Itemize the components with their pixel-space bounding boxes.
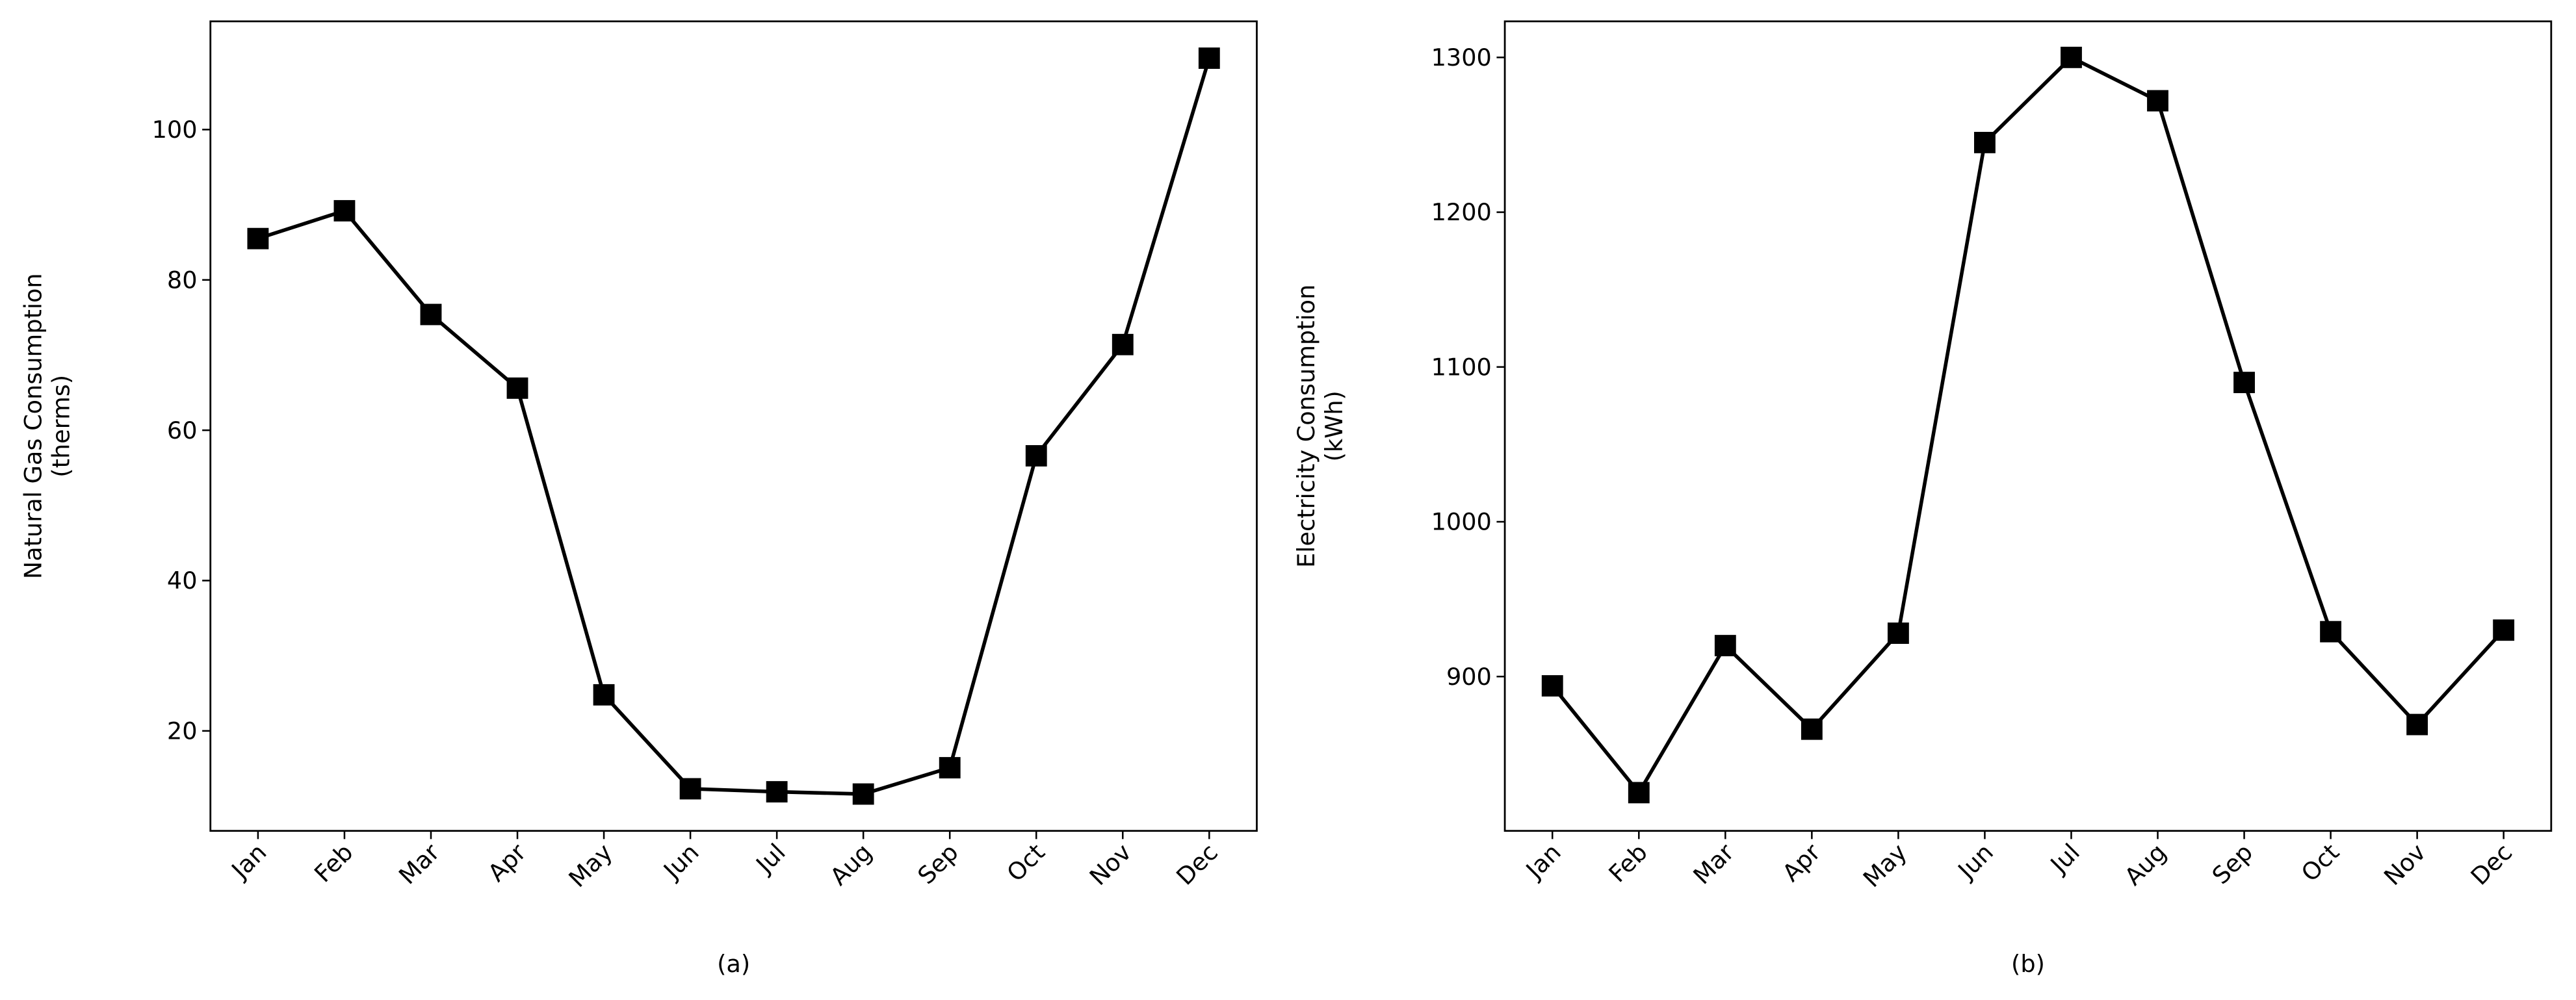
x-tick-label: Jun	[657, 838, 704, 885]
marker	[593, 684, 615, 706]
marker	[1025, 445, 1047, 467]
y-axis-label: Natural Gas Consumption	[19, 273, 47, 579]
y-tick-label: 900	[1446, 663, 1492, 691]
x-tick-label: Oct	[2296, 838, 2345, 887]
marker	[1198, 47, 1220, 69]
x-tick-label: Aug	[2119, 838, 2172, 891]
marker	[2493, 619, 2515, 641]
marker	[1112, 333, 1134, 355]
y-tick-label: 80	[167, 266, 198, 294]
marker	[333, 199, 356, 222]
marker	[1801, 718, 1823, 740]
x-tick-label: Dec	[1171, 838, 1223, 891]
y-tick-label: 1200	[1431, 198, 1492, 226]
x-tick-label: Feb	[1604, 838, 1653, 888]
x-tick-label: Jul	[750, 838, 791, 879]
line	[257, 57, 1211, 796]
y-axis-label: Electricity Consumption	[1292, 285, 1320, 568]
x-tick-label: Oct	[1002, 838, 1050, 887]
x-tick-label: May	[1858, 838, 1912, 893]
marker	[939, 757, 961, 778]
x-tick-label: Sep	[913, 838, 964, 890]
y-tick-label: 1000	[1431, 508, 1492, 536]
y-axis-label: (kWh)	[1320, 391, 1348, 461]
x-tick-label: Nov	[2378, 838, 2431, 891]
x-tick-label: Dec	[2465, 838, 2518, 891]
marker	[2320, 621, 2342, 643]
x-tick-label: Jan	[1520, 838, 1567, 885]
marker	[1628, 782, 1650, 804]
marker	[766, 781, 788, 802]
marker	[679, 778, 701, 800]
line	[1551, 55, 2505, 796]
marker	[506, 377, 528, 399]
y-tick-label: 20	[167, 717, 198, 745]
marker	[1887, 622, 1909, 644]
axes-frame	[209, 20, 1258, 832]
axes-frame	[1503, 20, 2553, 832]
x-tick-label: Sep	[2207, 838, 2258, 890]
y-tick-label: 1300	[1431, 44, 1492, 71]
y-tick-label: 40	[167, 567, 198, 595]
x-axis-label: (a)	[717, 950, 750, 978]
x-axis-label: (b)	[2011, 950, 2045, 978]
x-tick-label: Jul	[2044, 838, 2085, 879]
x-tick-label: May	[564, 838, 618, 893]
y-tick-label: 1100	[1431, 353, 1492, 381]
y-tick-label: 100	[152, 116, 198, 144]
marker	[2233, 372, 2255, 394]
x-tick-label: Feb	[309, 838, 358, 888]
x-tick-label: Mar	[1688, 838, 1740, 890]
marker	[2406, 713, 2428, 736]
marker	[1541, 675, 1563, 697]
x-tick-label: Aug	[825, 838, 878, 891]
x-tick-label: Jun	[1952, 838, 1999, 885]
marker	[1714, 635, 1736, 656]
marker	[420, 303, 442, 326]
marker	[247, 227, 269, 250]
y-tick-label: 60	[167, 417, 198, 444]
x-tick-label: Mar	[393, 838, 445, 890]
x-tick-label: Nov	[1084, 838, 1137, 891]
marker	[852, 783, 874, 805]
x-tick-label: Apr	[482, 838, 532, 887]
marker	[2061, 46, 2082, 68]
marker	[2147, 90, 2168, 112]
x-tick-label: Jan	[226, 838, 272, 885]
marker	[1974, 131, 1996, 153]
y-axis-label: (therms)	[47, 375, 75, 478]
x-tick-label: Apr	[1777, 838, 1827, 887]
